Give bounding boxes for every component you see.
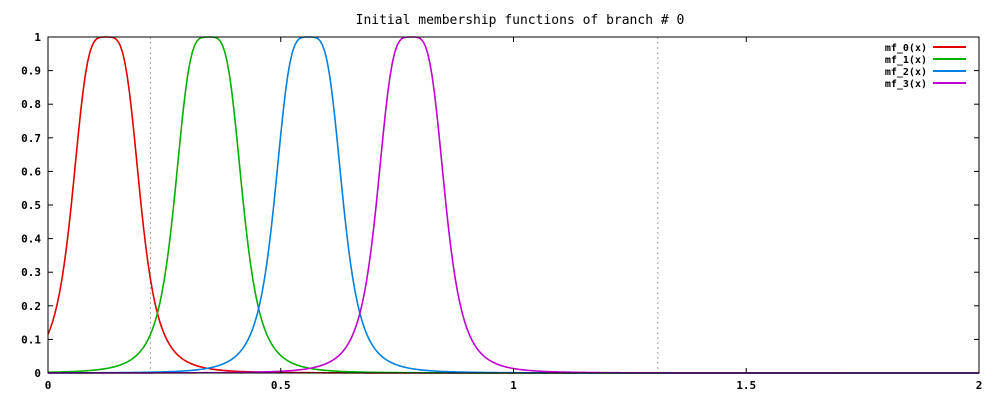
plot-frame <box>47 36 980 374</box>
series-line-mf-2-x- <box>48 36 979 374</box>
legend: mf_0(x)mf_1(x)mf_2(x)mf_3(x) <box>885 43 966 90</box>
tick-label-layer: 0 0.1 0.2 0.3 0.4 0.5 0.6 0.7 0.8 0.9 1 0 0.5 1 1.5 2 <box>21 31 982 392</box>
series-line-mf-1-x- <box>47 36 979 374</box>
x-tick-label: 1 <box>510 379 517 392</box>
y-tick-label: 0.5 <box>21 199 41 212</box>
y-tick-label: 0.2 <box>21 300 41 313</box>
series-layer <box>47 36 979 374</box>
y-tick-label: 1 <box>34 31 41 44</box>
legend-label: mf_3(x) <box>885 79 927 90</box>
y-tick-label: 0.7 <box>21 132 41 145</box>
reference-lines-layer <box>149 37 659 373</box>
chart-title: Initial membership functions of branch #… <box>356 13 685 28</box>
y-tick-label: 0.4 <box>21 233 41 246</box>
x-tick-label: 1.5 <box>736 379 756 392</box>
y-tick-label: 0.6 <box>21 165 41 178</box>
y-tick-label: 0 <box>34 367 41 380</box>
y-tick-label: 0.3 <box>21 266 41 279</box>
axis-layer <box>47 36 980 374</box>
series-line-mf-3-x- <box>48 36 979 374</box>
x-tick-label: 2 <box>976 379 983 392</box>
legend-label: mf_1(x) <box>885 55 927 66</box>
y-tick-label: 0.8 <box>21 98 41 111</box>
x-tick-label: 0 <box>45 379 52 392</box>
y-tick-label: 0.9 <box>21 65 41 78</box>
y-tick-label: 0.1 <box>21 333 41 346</box>
legend-label: mf_0(x) <box>885 43 927 54</box>
series-line-mf-0-x- <box>47 36 979 374</box>
x-tick-label: 0.5 <box>271 379 291 392</box>
legend-label: mf_2(x) <box>885 67 927 78</box>
